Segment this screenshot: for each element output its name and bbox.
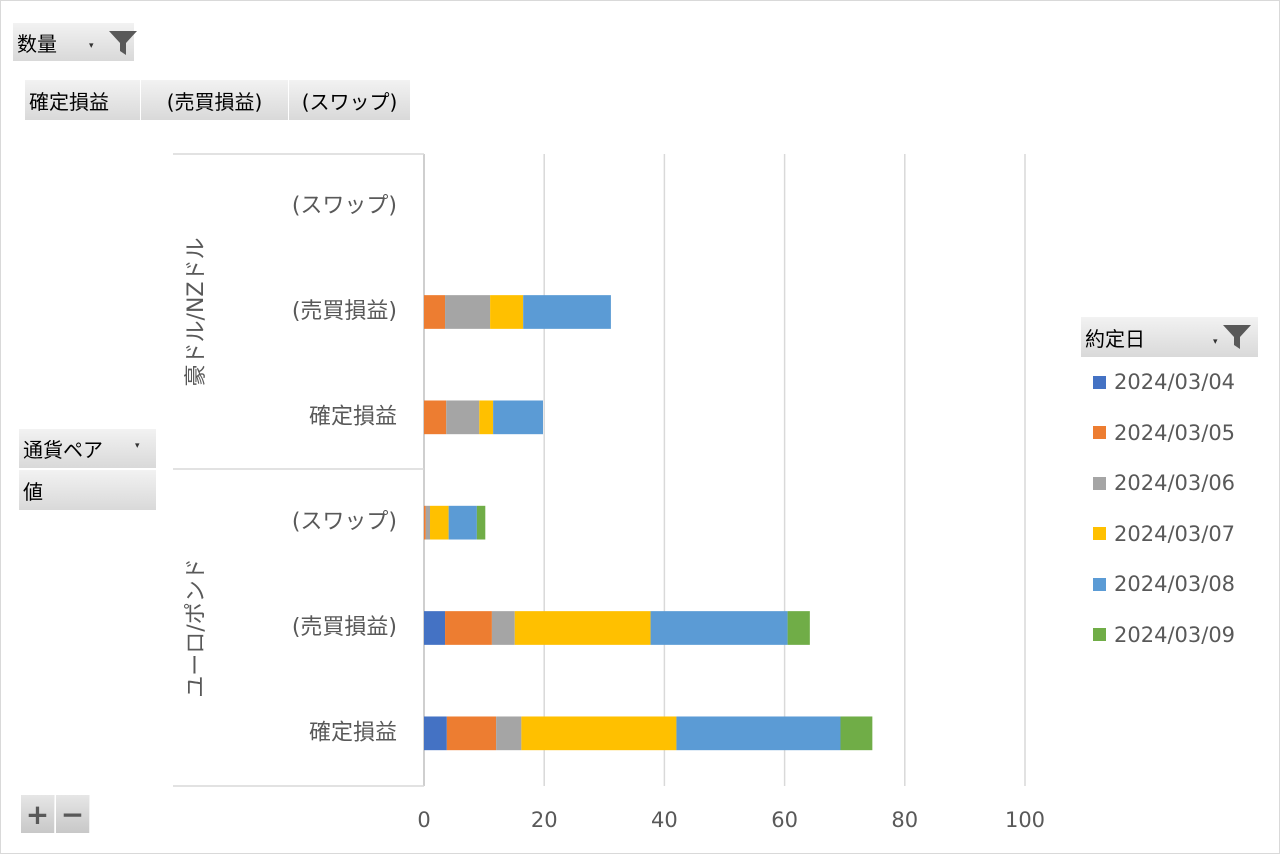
row-values-label: 値 [23, 479, 43, 504]
category-label: (売買損益) [292, 615, 397, 640]
dropdown-arrow-icon: ▾ [135, 441, 140, 451]
x-tick-label: 40 [651, 808, 678, 832]
filter-field-quantity[interactable]: 数量 ▾ [13, 23, 137, 61]
filter-field-label: 数量 [17, 31, 57, 56]
bar-segment [448, 505, 477, 540]
legend-field-label: 約定日 [1085, 326, 1145, 351]
value-field-realized-pl[interactable]: 確定損益 [25, 80, 141, 120]
category-label: (スワップ) [292, 194, 397, 219]
bar-segment [523, 295, 611, 329]
value-field-label: (スワップ) [301, 89, 398, 114]
legend-swatch [1093, 426, 1106, 439]
bar-segment [650, 611, 788, 645]
bar-segment [445, 295, 491, 329]
bar-segment [446, 716, 497, 751]
legend-item: 2024/03/07 [1093, 522, 1235, 546]
legend-item: 2024/03/06 [1093, 471, 1235, 495]
legend-item: 2024/03/05 [1093, 421, 1235, 445]
bar-segment [476, 505, 486, 540]
bar-segment [424, 505, 426, 540]
collapse-button[interactable]: − [56, 795, 90, 833]
category-label: 確定損益 [309, 720, 397, 745]
category-label: (スワップ) [292, 510, 397, 535]
legend-field-trade-date[interactable]: 約定日 ▾ [1081, 317, 1259, 357]
legend-swatch [1093, 628, 1106, 641]
value-field-trading-pl[interactable]: (売買損益) [141, 80, 289, 120]
legend-swatch [1093, 527, 1106, 540]
bar-segment [496, 716, 522, 751]
expand-button[interactable]: + [21, 795, 55, 833]
category-label: (売買損益) [292, 299, 397, 324]
bar-segment [840, 716, 873, 751]
filter-icon [109, 31, 137, 55]
x-tick-label: 20 [531, 808, 558, 832]
bar-segment [446, 400, 480, 435]
legend-label: 2024/03/04 [1114, 370, 1236, 394]
group-label: ユーロ/ポンド [184, 558, 209, 697]
plus-icon: + [25, 797, 50, 831]
value-field-label: (売買損益) [166, 89, 263, 114]
group-label: 豪ドル/NZドル [184, 238, 209, 387]
bar-segment [424, 716, 447, 751]
minus-icon: − [60, 797, 85, 831]
legend-label: 2024/03/08 [1114, 572, 1236, 596]
legend-swatch [1093, 375, 1106, 389]
x-tick-label: 80 [891, 808, 918, 832]
legend-swatch [1093, 476, 1106, 490]
row-field-label: 通貨ペア [23, 438, 103, 462]
legend-item: 2024/03/08 [1093, 572, 1235, 596]
row-field-values[interactable]: 値 [19, 470, 157, 510]
bar-segment [479, 400, 494, 435]
bar-segment [490, 295, 524, 329]
bar-segment [521, 716, 677, 751]
filter-icon [1223, 325, 1251, 349]
bar-segment [424, 611, 446, 645]
bar-segment [514, 611, 651, 645]
legend-label: 2024/03/06 [1114, 471, 1236, 495]
bar-segment [676, 716, 841, 751]
value-field-label: 確定損益 [29, 89, 109, 114]
bar-segment [430, 505, 449, 540]
value-field-swap[interactable]: (スワップ) [289, 80, 411, 120]
legend-label: 2024/03/09 [1114, 622, 1236, 647]
x-tick-label: 60 [771, 808, 798, 832]
dropdown-arrow-icon: ▾ [1213, 337, 1218, 347]
legend-swatch [1093, 577, 1106, 591]
bar-segment [424, 400, 447, 435]
dropdown-arrow-icon: ▾ [89, 41, 94, 51]
bar-segment [493, 400, 543, 435]
row-field-currency-pair[interactable]: 通貨ペア ▾ [19, 429, 157, 469]
bar-segment [787, 611, 810, 645]
bar-segment [424, 295, 446, 329]
bar-segment [445, 611, 492, 645]
category-label: 確定損益 [309, 404, 397, 429]
legend-item: 2024/03/09 [1093, 623, 1235, 647]
x-tick-label: 100 [1005, 808, 1045, 832]
x-tick-label: 0 [417, 808, 430, 832]
legend-item: 2024/03/04 [1093, 370, 1235, 394]
legend-label: 2024/03/05 [1114, 420, 1236, 445]
bar-segment [425, 505, 431, 540]
bar-segment [491, 611, 515, 645]
legend-label: 2024/03/07 [1114, 521, 1236, 546]
